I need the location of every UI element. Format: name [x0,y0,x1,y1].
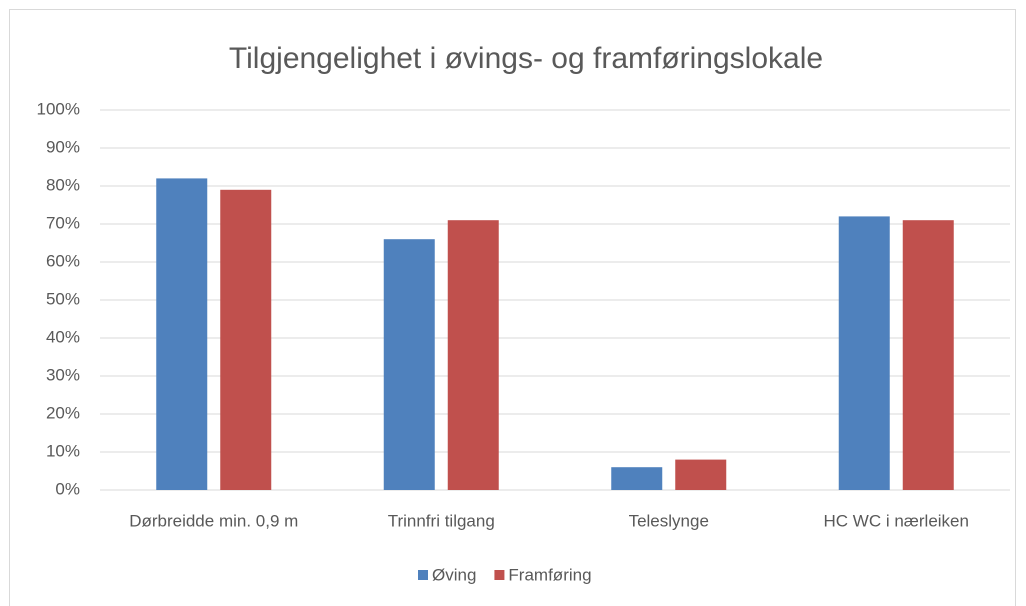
y-tick-label: 50% [46,289,80,308]
bar [611,467,663,490]
y-tick-label: 20% [46,403,80,422]
bar [902,220,954,490]
y-tick-label: 0% [55,479,80,498]
x-tick-label: Teleslynge [629,511,709,530]
y-tick-label: 30% [46,365,80,384]
bar [383,239,435,490]
y-tick-label: 100% [37,99,80,118]
y-tick-label: 70% [46,213,80,232]
y-tick-label: 10% [46,441,80,460]
bar [156,178,208,490]
legend-swatch [418,570,428,580]
bar [675,459,727,490]
legend-label: Øving [432,565,476,584]
legend-label: Framføring [508,565,591,584]
x-tick-label: HC WC i nærleiken [824,511,969,530]
y-tick-label: 80% [46,175,80,194]
y-tick-label: 90% [46,137,80,156]
y-tick-label: 40% [46,327,80,346]
x-tick-label: Trinnfri tilgang [388,511,495,530]
bar [447,220,499,490]
bar [838,216,890,490]
legend-swatch [494,570,505,580]
y-tick-label: 60% [46,251,80,270]
x-tick-label: Dørbreidde min. 0,9 m [129,511,298,530]
chart-title: Tilgjengelighet i øvings- og framførings… [229,42,823,75]
bar [220,189,272,491]
